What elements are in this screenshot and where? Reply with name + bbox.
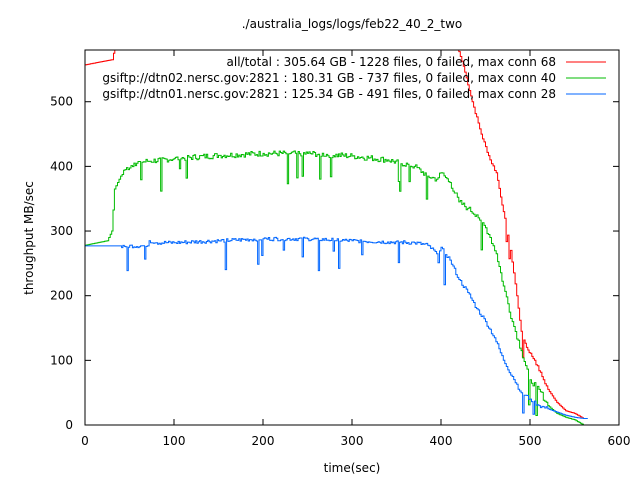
x-tick-label: 600 — [608, 434, 631, 448]
x-tick-label: 400 — [430, 434, 453, 448]
y-tick-label: 200 — [50, 289, 73, 303]
y-tick-label: 400 — [50, 159, 73, 173]
x-tick-label: 300 — [341, 434, 364, 448]
x-tick-label: 0 — [81, 434, 89, 448]
series-layer — [85, 50, 588, 425]
y-tick-label: 0 — [65, 418, 73, 432]
legend-label: all/total : 305.64 GB - 1228 files, 0 fa… — [227, 55, 557, 69]
y-axis-label: throughput MB/sec — [22, 181, 36, 295]
y-tick-label: 100 — [50, 353, 73, 367]
x-tick-label: 500 — [519, 434, 542, 448]
series-line — [85, 50, 584, 419]
plot-frame — [84, 49, 620, 426]
y-tick-label: 500 — [50, 95, 73, 109]
chart-title: ./australia_logs/logs/feb22_40_2_two — [242, 17, 463, 31]
legend-label: gsiftp://dtn02.nersc.gov:2821 : 180.31 G… — [102, 71, 556, 85]
x-tick-label: 100 — [163, 434, 186, 448]
series-line — [85, 236, 588, 419]
y-tick-label: 300 — [50, 224, 73, 238]
plot-area — [85, 50, 588, 425]
legend: all/total : 305.64 GB - 1228 files, 0 fa… — [102, 55, 606, 101]
legend-label: gsiftp://dtn01.nersc.gov:2821 : 125.34 G… — [102, 87, 556, 101]
x-axis-label: time(sec) — [324, 461, 381, 475]
x-tick-label: 200 — [252, 434, 275, 448]
series-line — [85, 150, 584, 425]
axis-ticks: 0 100 200 300 400 500 600 0 100 200 300 400 500 — [50, 50, 630, 448]
